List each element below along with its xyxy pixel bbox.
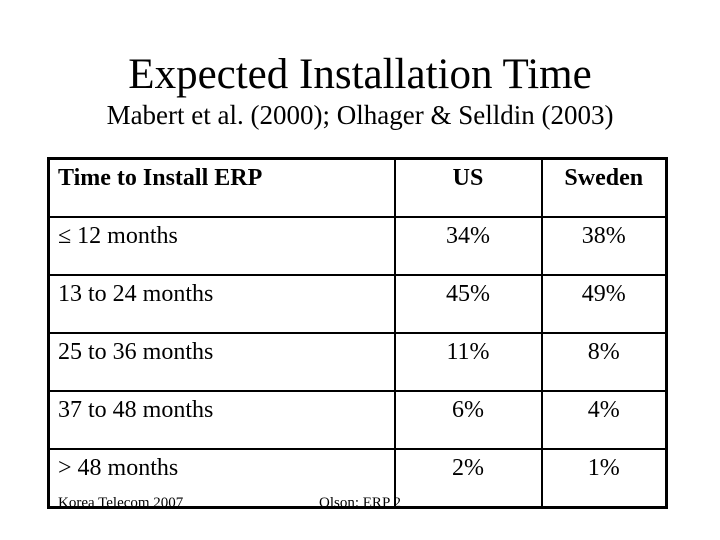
row-label: 37 to 48 months bbox=[47, 390, 396, 450]
sweden-value: 49% bbox=[540, 274, 668, 334]
row-label: 13 to 24 months bbox=[47, 274, 396, 334]
sweden-value: 38% bbox=[540, 216, 668, 276]
sweden-value: 1% bbox=[540, 448, 668, 509]
row-label: 25 to 36 months bbox=[47, 332, 396, 392]
column-header-time-to-install: Time to Install ERP bbox=[47, 157, 396, 218]
row-label: > 48 months bbox=[47, 448, 396, 509]
table-header-row: Time to Install ERP US Sweden bbox=[47, 157, 668, 218]
table-row: > 48 months 2% 1% bbox=[47, 448, 668, 509]
slide-subtitle-citation: Mabert et al. (2000); Olhager & Selldin … bbox=[106, 100, 614, 130]
footer-source-caption: Korea Telecom 2007 bbox=[58, 495, 184, 511]
sweden-value: 4% bbox=[540, 390, 668, 450]
sweden-value: 8% bbox=[540, 332, 668, 392]
us-value: 34% bbox=[393, 216, 543, 276]
footer-slide-caption: Olson: ERP 2 bbox=[319, 495, 401, 511]
us-value: 6% bbox=[393, 390, 543, 450]
us-value: 11% bbox=[393, 332, 543, 392]
slide-title: Expected Installation Time bbox=[128, 51, 592, 98]
erp-install-time-table: Time to Install ERP US Sweden ≤ 12 month… bbox=[47, 157, 668, 509]
table-row: ≤ 12 months 34% 38% bbox=[47, 216, 668, 276]
us-value: 45% bbox=[393, 274, 543, 334]
table-row: 25 to 36 months 11% 8% bbox=[47, 332, 668, 392]
column-header-us: US bbox=[393, 157, 543, 218]
row-label: ≤ 12 months bbox=[47, 216, 396, 276]
column-header-sweden: Sweden bbox=[540, 157, 668, 218]
table-row: 13 to 24 months 45% 49% bbox=[47, 274, 668, 334]
table-row: 37 to 48 months 6% 4% bbox=[47, 390, 668, 450]
us-value: 2% bbox=[393, 448, 543, 509]
